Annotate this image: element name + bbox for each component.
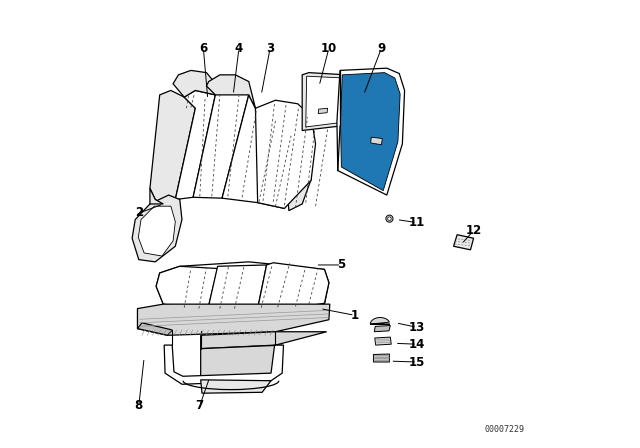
Polygon shape [222, 95, 282, 202]
Text: 00007229: 00007229 [485, 425, 525, 434]
Polygon shape [201, 380, 271, 393]
Circle shape [386, 215, 393, 222]
Polygon shape [132, 195, 182, 262]
Polygon shape [175, 90, 216, 199]
Text: 14: 14 [409, 338, 425, 351]
Text: 3: 3 [266, 42, 274, 55]
Polygon shape [371, 318, 390, 324]
Text: 7: 7 [196, 399, 204, 412]
Polygon shape [138, 206, 175, 256]
Polygon shape [201, 345, 282, 380]
Polygon shape [306, 76, 344, 127]
Text: 11: 11 [409, 216, 425, 229]
Polygon shape [302, 73, 347, 130]
Polygon shape [371, 137, 382, 145]
Circle shape [388, 217, 391, 220]
Polygon shape [138, 323, 172, 335]
Text: 15: 15 [409, 356, 425, 369]
Text: 13: 13 [409, 321, 425, 334]
Text: 5: 5 [337, 258, 346, 271]
Polygon shape [150, 188, 163, 204]
Polygon shape [375, 337, 391, 345]
Text: 10: 10 [321, 42, 337, 55]
Text: 6: 6 [199, 42, 207, 55]
Polygon shape [373, 354, 390, 362]
Text: 2: 2 [136, 207, 144, 220]
Polygon shape [318, 108, 328, 114]
Polygon shape [207, 75, 255, 108]
Text: 9: 9 [378, 42, 385, 55]
Text: 8: 8 [134, 399, 143, 412]
Text: 4: 4 [235, 42, 243, 55]
Polygon shape [258, 115, 302, 208]
Polygon shape [150, 90, 195, 204]
Polygon shape [258, 263, 329, 309]
Polygon shape [173, 70, 218, 97]
Polygon shape [255, 100, 316, 208]
Polygon shape [337, 68, 404, 195]
Polygon shape [340, 73, 400, 190]
Polygon shape [454, 235, 474, 250]
Polygon shape [164, 345, 284, 384]
Polygon shape [374, 326, 390, 332]
Polygon shape [193, 86, 249, 198]
Polygon shape [156, 262, 329, 311]
Polygon shape [208, 265, 267, 310]
Polygon shape [156, 266, 218, 310]
Polygon shape [201, 332, 326, 349]
Text: 1: 1 [351, 309, 359, 322]
Polygon shape [138, 304, 330, 335]
Text: 12: 12 [465, 224, 482, 237]
Polygon shape [282, 115, 311, 211]
